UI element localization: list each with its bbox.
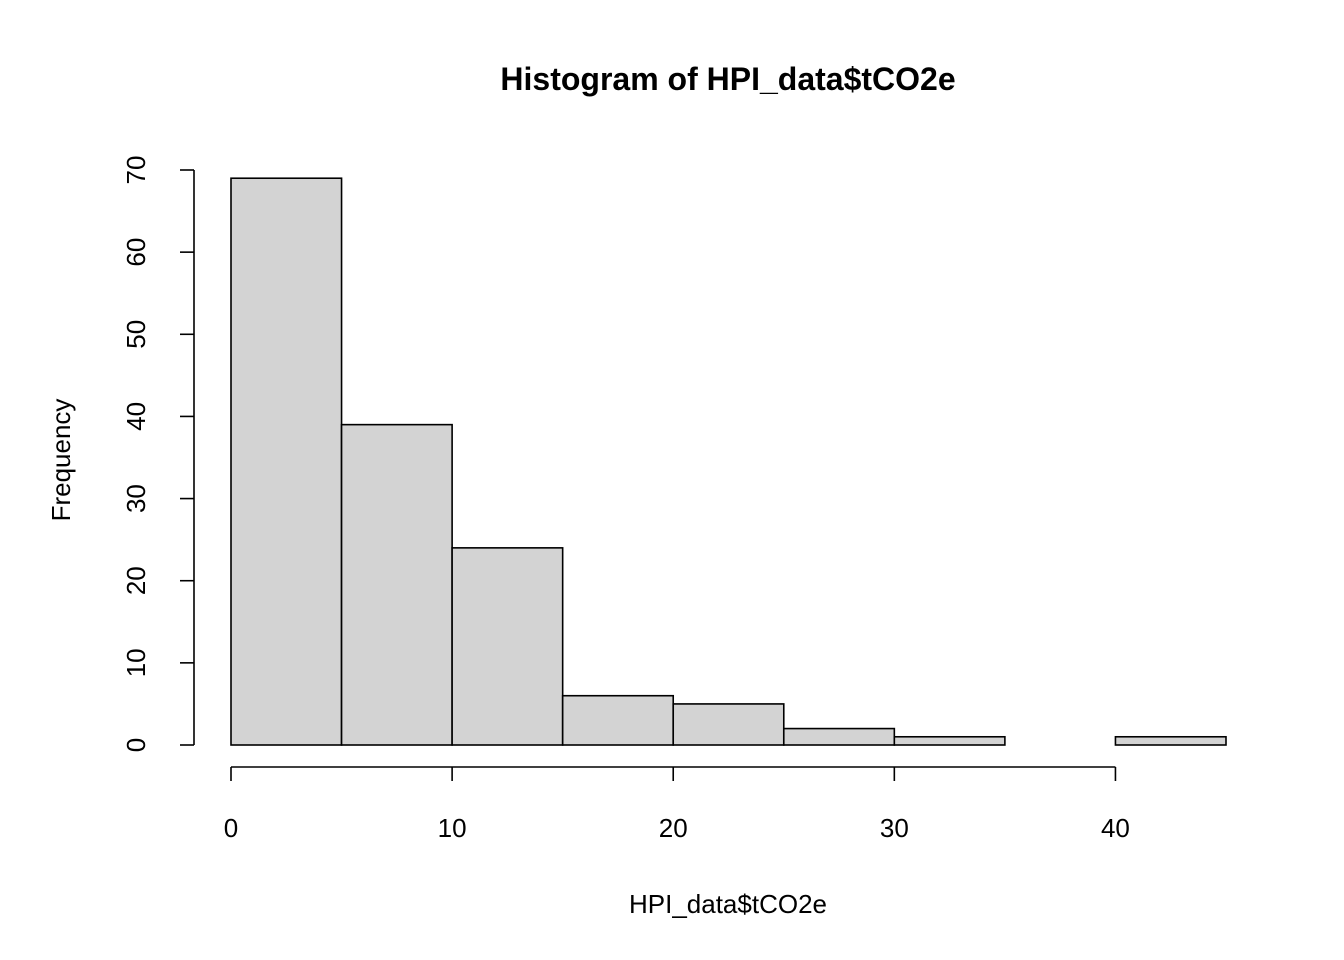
y-tick-label-1: 10 — [121, 648, 151, 677]
bar-2 — [451, 547, 564, 746]
y-tick-label-0: 0 — [121, 738, 151, 752]
bar-3 — [561, 694, 675, 746]
bar-0 — [230, 177, 343, 746]
x-tick-label-0: 0 — [224, 813, 238, 843]
bars-group — [230, 177, 1227, 746]
x-tick-label-2: 20 — [659, 813, 688, 843]
y-axis: 0 10 20 30 40 50 60 70 — [121, 156, 195, 752]
x-tick-label-3: 30 — [880, 813, 909, 843]
bar-1 — [340, 423, 453, 746]
bar-4 — [672, 703, 785, 746]
y-tick-label-4: 40 — [121, 402, 151, 431]
x-tick-label-4: 40 — [1101, 813, 1130, 843]
y-tick-label-5: 50 — [121, 320, 151, 349]
bar-8 — [1114, 735, 1227, 746]
y-tick-label-2: 20 — [121, 566, 151, 595]
y-tick-label-6: 60 — [121, 238, 151, 267]
x-axis-title: HPI_data$tCO2e — [629, 889, 827, 919]
bar-6 — [893, 735, 1006, 746]
y-tick-label-7: 70 — [121, 156, 151, 185]
y-tick-label-3: 30 — [121, 484, 151, 513]
bar-5 — [782, 727, 896, 746]
x-axis: 0 10 20 30 40 — [224, 766, 1130, 843]
x-tick-label-1: 10 — [438, 813, 467, 843]
chart-title: Histogram of HPI_data$tCO2e — [500, 61, 955, 97]
y-axis-title: Frequency — [46, 399, 76, 522]
